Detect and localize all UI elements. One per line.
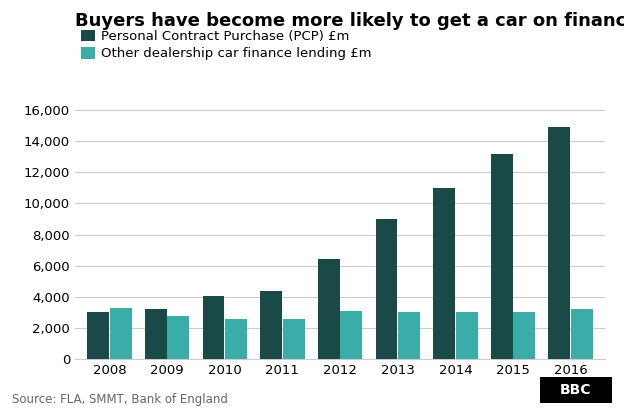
Bar (203, 296, 225, 359)
Bar (145, 309, 167, 359)
Text: Buyers have become more likely to get a car on finance: Buyers have become more likely to get a … (75, 12, 624, 30)
Bar (398, 312, 420, 359)
Bar (433, 188, 455, 359)
Bar (225, 319, 247, 359)
Bar (260, 291, 282, 359)
Legend: Personal Contract Purchase (PCP) £m, Other dealership car finance lending £m: Personal Contract Purchase (PCP) £m, Oth… (82, 30, 372, 60)
Bar (283, 319, 305, 359)
Bar (491, 154, 513, 359)
Bar (548, 127, 570, 359)
Bar (318, 259, 340, 359)
Bar (87, 313, 109, 359)
Bar (376, 219, 397, 359)
Text: Source: FLA, SMMT, Bank of England: Source: FLA, SMMT, Bank of England (12, 393, 228, 406)
Bar (110, 308, 132, 359)
Text: BBC: BBC (560, 383, 592, 397)
Bar (456, 312, 477, 359)
Bar (514, 312, 535, 359)
Bar (340, 311, 363, 359)
Bar (571, 309, 593, 359)
Bar (167, 316, 189, 359)
